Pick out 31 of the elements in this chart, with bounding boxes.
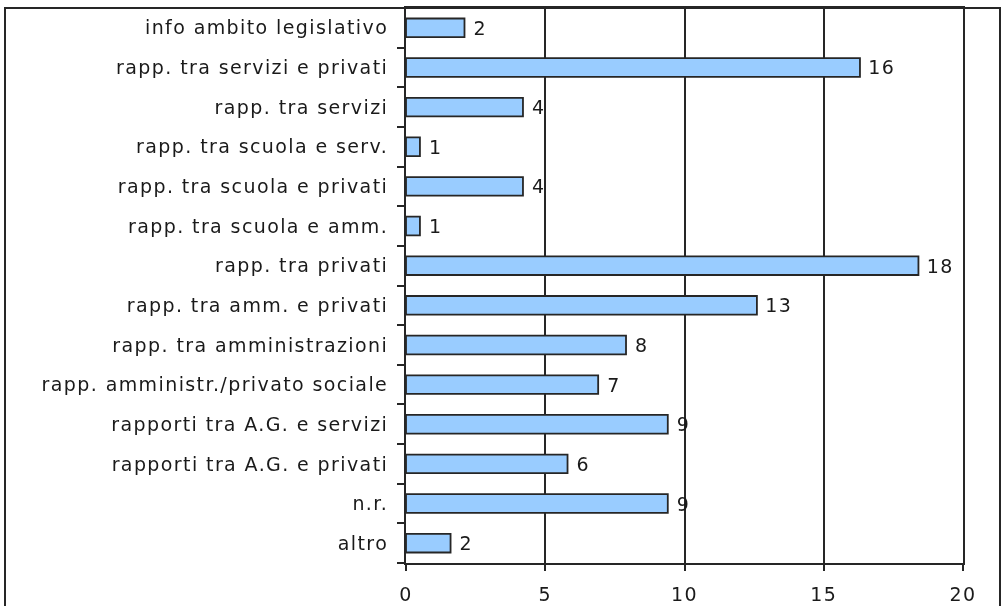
y-tick-label: altro [337,531,389,554]
x-tick-label: 5 [538,582,552,605]
data-label: 13 [757,294,793,317]
data-label: 7 [599,373,621,396]
y-tick-label: rapporti tra A.G. e servizi [111,412,389,435]
data-label: 6 [569,452,591,475]
y-tick-label: rapp. tra servizi e privati [116,56,389,79]
y-tick-label: n.r. [352,492,389,515]
y-tick-label: rapp. tra scuola e amm. [128,214,389,237]
data-label: 2 [466,16,488,39]
data-label: 1 [421,135,443,158]
y-tick-label: rapp. tra scuola e serv. [136,135,389,158]
y-tick-label: rapp. tra privati [215,254,389,277]
x-tick-label: 10 [671,582,698,605]
y-tick-label: info ambito legislativo [144,16,389,39]
x-tick-label: 0 [399,582,413,605]
data-label: 2 [452,532,474,555]
data-label: 4 [524,175,546,198]
y-tick-label: rapp. tra scuola e privati [117,175,389,198]
data-label: 16 [860,56,896,79]
data-label: 4 [524,96,546,119]
y-tick-label: rapp. tra servizi [214,95,389,118]
x-tick-label: 20 [949,582,977,605]
data-label: 8 [627,333,649,356]
y-tick-label: rapp. tra amm. e privati [126,293,389,316]
data-label: 18 [919,254,954,277]
y-tick-label: rapp. amministr./privato sociale [41,373,389,396]
y-tick-label: rapp. tra amministrazioni [112,333,389,356]
x-tick-label: 15 [810,582,838,605]
y-tick-label: rapporti tra A.G. e privati [111,452,389,475]
data-label: 1 [421,215,443,238]
